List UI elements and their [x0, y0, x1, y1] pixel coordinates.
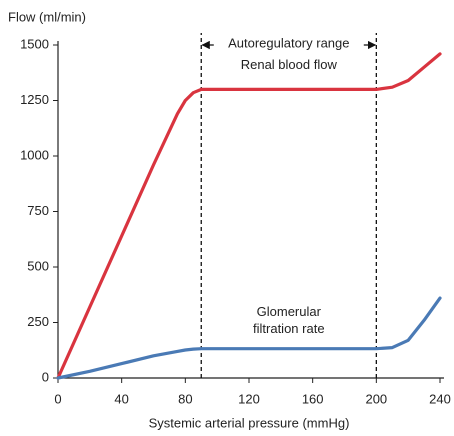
x-tick-label: 200	[365, 391, 387, 406]
y-tick-label: 0	[42, 369, 49, 384]
range-label: Autoregulatory range	[228, 35, 349, 50]
series-line	[56, 296, 442, 380]
x-tick-label: 0	[54, 391, 61, 406]
series-label: Renal blood flow	[241, 57, 338, 72]
y-tick-label: 1500	[20, 36, 49, 51]
x-tick-label: 40	[114, 391, 128, 406]
y-tick-label: 250	[27, 314, 49, 329]
series-line	[56, 52, 442, 380]
y-tick-label: 1250	[20, 92, 49, 107]
y-tick-label: 1000	[20, 147, 49, 162]
x-axis-title: Systemic arterial pressure (mmHg)	[149, 415, 350, 430]
x-tick-label: 240	[429, 391, 451, 406]
x-tick-label: 160	[302, 391, 324, 406]
x-tick-label: 120	[238, 391, 260, 406]
y-axis-title: Flow (ml/min)	[8, 9, 86, 24]
x-tick-label: 80	[178, 391, 192, 406]
y-tick-label: 750	[27, 203, 49, 218]
range-label-bg	[213, 34, 364, 54]
series-label: Glomerular	[257, 304, 322, 319]
y-tick-label: 500	[27, 258, 49, 273]
series-label: filtration rate	[253, 321, 325, 336]
